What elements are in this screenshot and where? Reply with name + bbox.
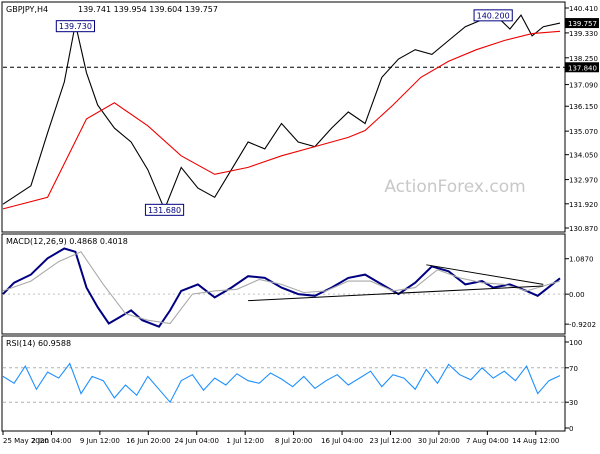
last-price-box [565, 18, 599, 29]
rsi-series-rsi [2, 362, 561, 404]
ohlc-label: 139.741 139.954 139.604 139.757 [78, 5, 218, 14]
macd-trendline [248, 285, 544, 302]
price-annotation: 139.730 [59, 22, 92, 31]
rsi-layer [2, 362, 564, 404]
price-y-tick-label: 134.050 [569, 152, 598, 160]
watermark: ActionForex.com [384, 177, 525, 197]
last-price-label: 139.757 [568, 20, 597, 28]
x-tick-label: 1 Jul 12:00 [226, 437, 264, 445]
price-y-tick-label: 131.920 [569, 201, 598, 209]
price-panel-frame [1, 1, 566, 233]
macd-panel-frame [1, 233, 566, 335]
x-tick-label: 14 Aug 12:00 [512, 437, 559, 445]
level-label: 137.840 [568, 64, 597, 72]
price-y-tick-label: 136.150 [569, 103, 598, 111]
price-y-tick-label: 132.970 [569, 177, 598, 185]
x-tick-label: 16 Jun 20:00 [126, 437, 170, 445]
macd-layer [2, 247, 564, 328]
price-annotation: 131.680 [148, 206, 181, 215]
price-annotation-box [55, 20, 96, 33]
x-tick-label: 2 Jun 04:00 [31, 437, 71, 445]
x-tick-label: 7 Aug 04:00 [466, 437, 509, 445]
macd-y-tick-label: 1.0870 [569, 256, 594, 264]
rsi-label: RSI(14) 60.9588 [6, 339, 71, 348]
macd-y-tick-label: -0.9202 [569, 321, 596, 329]
macd-label: MACD(12,26,9) 0.4868 0.4018 [6, 237, 128, 246]
rsi-y-tick-label: 70 [569, 365, 578, 373]
rsi-panel-frame [1, 335, 566, 432]
macd-series-signal [2, 251, 561, 325]
price-annotation: 140.200 [477, 11, 510, 20]
price-series-ma [2, 30, 561, 210]
price-y-tick-label: 130.870 [569, 225, 598, 233]
price-y-tick-label: 140.410 [569, 5, 598, 13]
rsi-y-tick-label: 0 [569, 425, 573, 433]
rsi-y-tick-label: 30 [569, 399, 578, 407]
price-y-tick-label: 137.090 [569, 82, 598, 90]
price-y-tick-label: 138.250 [569, 55, 598, 63]
price-y-tick-label: 139.330 [569, 30, 598, 38]
x-tick-label: 16 Jul 04:00 [321, 437, 363, 445]
symbol-label: GBPJPY,H4 [6, 5, 48, 14]
x-tick-label: 8 Jul 20:00 [275, 437, 313, 445]
x-tick-label: 24 Jun 04:00 [175, 437, 219, 445]
price-y-tick-label: 135.070 [569, 128, 598, 136]
level-label-box [565, 62, 599, 73]
rsi-y-tick-label: 100 [569, 339, 582, 347]
x-tick-label: 25 May 2020 [3, 437, 49, 445]
price-layer: 139.730 131.680 140.200 [2, 9, 565, 216]
price-annotation-box [144, 203, 185, 216]
price-annotation-box [473, 9, 513, 22]
macd-trendline [426, 264, 544, 285]
macd-y-tick-label: 0.00 [569, 291, 585, 299]
macd-series-macd [2, 247, 561, 328]
x-tick-label: 30 Jul 20:00 [418, 437, 460, 445]
x-tick-label: 23 Jul 12:00 [369, 437, 411, 445]
x-tick-label: 9 Jun 12:00 [80, 437, 120, 445]
